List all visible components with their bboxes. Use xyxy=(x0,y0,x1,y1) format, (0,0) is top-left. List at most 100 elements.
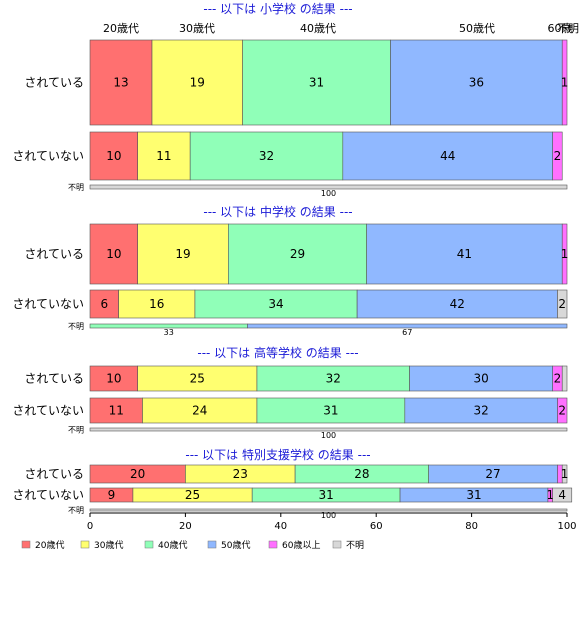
bar-segment xyxy=(390,39,563,126)
bar-segment xyxy=(247,323,568,329)
data-label: 23 xyxy=(233,467,248,481)
x-tick-label: 0 xyxy=(87,521,93,532)
x-tick-label: 80 xyxy=(465,521,478,532)
data-label: 1 xyxy=(561,467,569,481)
x-tick-label: 20 xyxy=(179,521,192,532)
data-label: 2 xyxy=(558,297,566,311)
legend-swatch xyxy=(80,540,90,549)
group-title: --- 以下は 高等学校 の結果 --- xyxy=(197,345,358,360)
age-category-label: 40歳代 xyxy=(300,22,336,35)
data-label: 31 xyxy=(466,488,481,502)
legend-swatch xyxy=(21,540,31,549)
bar-segment xyxy=(552,487,573,503)
data-label: 10 xyxy=(106,247,121,261)
data-label: 2 xyxy=(558,404,566,418)
group-title: --- 以下は 小学校 の結果 --- xyxy=(203,1,352,16)
legend-label: 60歳以上 xyxy=(282,539,320,551)
data-label: 25 xyxy=(185,488,200,502)
data-label: 32 xyxy=(326,372,341,386)
data-label: 31 xyxy=(309,76,324,90)
bar-segment xyxy=(561,464,568,484)
row-label: 不明 xyxy=(68,183,84,192)
bar-segment xyxy=(89,289,119,319)
data-label: 1 xyxy=(561,76,569,90)
data-label: 41 xyxy=(457,247,472,261)
data-label: 19 xyxy=(190,76,205,90)
x-tick-label: 60 xyxy=(370,521,383,532)
x-tick-label: 100 xyxy=(557,521,576,532)
bar-segment xyxy=(366,223,563,285)
row-label: されている xyxy=(24,247,84,261)
data-label: 19 xyxy=(175,247,190,261)
legend-label: 20歳代 xyxy=(35,539,64,551)
data-label: 31 xyxy=(323,404,338,418)
data-label: 13 xyxy=(113,76,128,90)
bar-segment xyxy=(89,184,568,190)
data-label: 36 xyxy=(469,76,484,90)
bar-segment xyxy=(89,397,143,424)
bar-segment xyxy=(228,223,367,285)
data-label: 27 xyxy=(485,467,500,481)
data-label: 100 xyxy=(321,511,336,520)
data-label: 33 xyxy=(164,328,174,337)
x-tick-label: 40 xyxy=(274,521,287,532)
legend-swatch xyxy=(332,540,342,549)
row-label: されていない xyxy=(12,297,84,311)
age-category-label: 30歳代 xyxy=(179,22,215,35)
bar-segment xyxy=(561,39,568,126)
row-label: 不明 xyxy=(68,322,84,331)
legend-swatch xyxy=(144,540,154,549)
row-label: 不明 xyxy=(68,506,84,515)
age-category-label: 20歳代 xyxy=(103,22,139,35)
bar-segment xyxy=(256,397,406,424)
data-label: 10 xyxy=(106,149,121,163)
bar-segment xyxy=(89,131,139,181)
bar-segment xyxy=(89,508,568,512)
legend-swatch xyxy=(207,540,217,549)
data-label: 20 xyxy=(130,467,145,481)
age-category-label: 不明 xyxy=(557,22,579,35)
data-label: 30 xyxy=(473,372,488,386)
data-label: 9 xyxy=(108,488,116,502)
bar-segment xyxy=(409,365,553,392)
bar-segment xyxy=(89,365,139,392)
data-label: 34 xyxy=(268,297,283,311)
bar-segment xyxy=(561,223,568,285)
row-label: されていない xyxy=(12,488,84,502)
legend-label: 50歳代 xyxy=(221,539,250,551)
bar-segment xyxy=(552,131,563,181)
row-label: されていない xyxy=(12,149,84,163)
bar-segment xyxy=(137,131,191,181)
age-category-label: 50歳代 xyxy=(459,22,495,35)
data-label: 16 xyxy=(149,297,164,311)
bar-segment xyxy=(557,289,568,319)
data-label: 6 xyxy=(100,297,108,311)
data-label: 24 xyxy=(192,404,207,418)
data-label: 32 xyxy=(473,404,488,418)
data-label: 100 xyxy=(321,189,336,198)
data-label: 10 xyxy=(106,372,121,386)
bar-segment xyxy=(561,365,568,392)
data-label: 11 xyxy=(156,149,171,163)
data-label: 2 xyxy=(554,149,562,163)
data-label: 25 xyxy=(190,372,205,386)
bar-segment xyxy=(137,223,229,285)
bar-segment xyxy=(404,397,558,424)
data-label: 29 xyxy=(290,247,305,261)
row-label: されていない xyxy=(12,404,84,418)
group-title: --- 以下は 中学校 の結果 --- xyxy=(203,204,352,219)
data-label: 42 xyxy=(450,297,465,311)
bar-segment xyxy=(342,131,553,181)
data-label: 1 xyxy=(561,247,569,261)
data-label: 2 xyxy=(554,372,562,386)
row-label: されている xyxy=(24,372,84,386)
legend-label: 40歳代 xyxy=(158,539,187,551)
bar-segment xyxy=(137,365,258,392)
group-title: --- 以下は 特別支援学校 の結果 --- xyxy=(185,447,370,462)
data-label: 1 xyxy=(546,488,554,502)
data-label: 100 xyxy=(321,431,336,440)
bar-segment xyxy=(194,289,358,319)
age-category-label: 60歳 xyxy=(548,22,573,35)
data-label: 32 xyxy=(259,149,274,163)
